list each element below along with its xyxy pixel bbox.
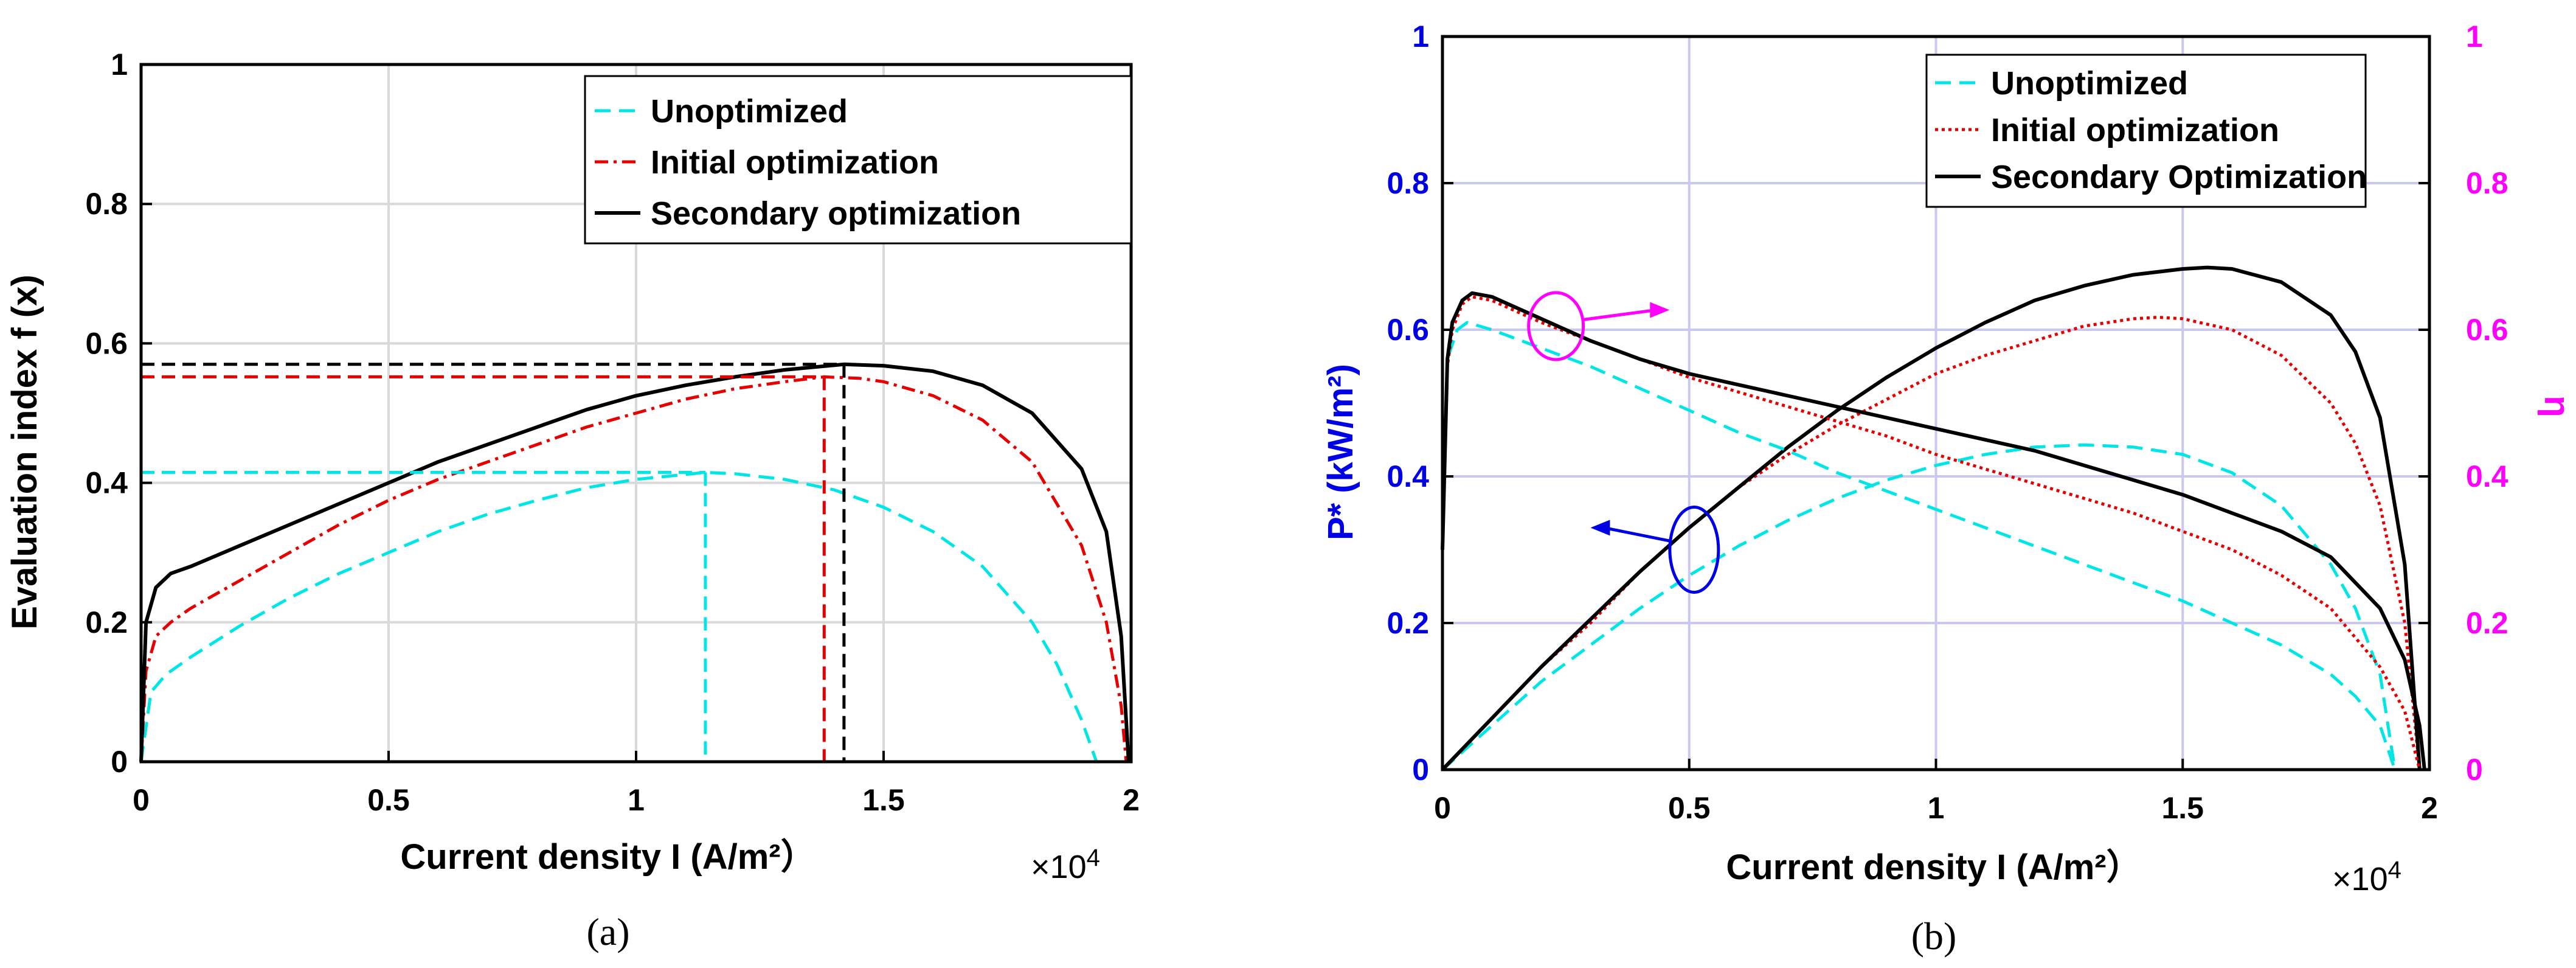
y-tick-label-b: 0.2 (1387, 606, 1429, 640)
panel-b: 0 0.5 1 1.5 20 00.2 0.20.4 0.40.6 0.60.8 0.81 1 P*… (1321, 19, 2576, 958)
panel-a: 0 0.5 1 1.5 2 0 0.2 0.4 0.6 0.8 1 Evaluation index… (5, 47, 1140, 953)
ticks-b: 0 0.5 1 1.5 20 00.2 0.20.4 0.40.6 0.60.8 0.81 1 (1387, 19, 2508, 825)
caption-a: (a) (586, 910, 629, 953)
x-tick-label-b: 0.5 (1668, 791, 1711, 825)
series-line-b-initial-efficiency (1441, 295, 2422, 770)
annotation-arrow-head-magenta (1650, 302, 1670, 318)
series-line-a-secondary (139, 362, 1130, 762)
series-line-b-secondary-power (1441, 265, 2422, 771)
y-right-tick-label-b: 1 (2466, 19, 2483, 54)
x-multiplier-base-a: ×10 (1031, 849, 1087, 885)
y-tick-label-b: 0.8 (1387, 166, 1429, 200)
x-multiplier-base-b: ×10 (2332, 861, 2388, 897)
legend-label-a-secondary: Secondary optimization (651, 195, 1021, 232)
legend-label-a-initial: Initial optimization (651, 144, 939, 181)
y-tick-label-b: 0 (1412, 753, 1429, 787)
x-tick-label-a: 1.5 (862, 783, 905, 817)
x-tick-label-b: 1.5 (2161, 791, 2204, 825)
x-multiplier-exp-a: 4 (1087, 844, 1100, 871)
legend-label-a-unoptimized: Unoptimized (651, 93, 848, 130)
x-tick-label-a: 0.5 (367, 783, 410, 817)
x-tick-label-b: 0 (1434, 791, 1451, 825)
y-tick-label-b: 1 (1412, 19, 1429, 54)
annotations-b (1527, 291, 1720, 594)
y-tick-label-a: 1 (111, 47, 128, 82)
y-right-tick-label-b: 0.2 (2466, 606, 2508, 640)
legend-label-b-unoptimized: Unoptimized (1991, 65, 2188, 102)
reference-lines-a (141, 363, 846, 762)
series-group-a (139, 362, 1130, 762)
x-tick-label-b: 1 (1928, 791, 1945, 825)
series-line-b-initial-power (1441, 316, 2422, 771)
x-tick-label-b: 2 (2421, 791, 2438, 825)
annotation-ellipse-magenta (1527, 291, 1585, 361)
series-line-a-unoptimized (139, 470, 1098, 762)
series-line-b-unoptimized-efficiency (1441, 321, 2397, 770)
legend-b: Unoptimized Initial optimization Secondary… (1925, 54, 2367, 208)
annotation-arrow-shaft-blue (1603, 526, 1671, 543)
annotation-arrow-head-blue (1590, 520, 1610, 536)
annotation-ellipse-blue (1668, 506, 1720, 594)
legend-box-b (1925, 54, 2367, 208)
caption-b: (b) (1911, 914, 1957, 958)
legend-a: Unoptimized Initial optimization Secondary… (584, 75, 1132, 245)
y-tick-label-a: 0.6 (85, 326, 128, 360)
x-axis-label-a: Current density I (A/m²） (400, 837, 815, 877)
y-right-tick-label-b: 0.4 (2466, 459, 2508, 493)
y-tick-label-a: 0.4 (85, 466, 128, 500)
series-line-b-unoptimized-power (1441, 443, 2397, 771)
y-axis-label-right-b: η (2537, 395, 2576, 417)
y-tick-label-b: 0.4 (1387, 459, 1429, 493)
annotation-arrow-shaft-magenta (1583, 308, 1657, 321)
y-right-tick-label-b: 0.6 (2466, 313, 2508, 347)
x-tick-label-a: 1 (628, 783, 645, 817)
y-tick-label-a: 0 (111, 745, 128, 779)
y-right-tick-label-b: 0 (2466, 753, 2483, 787)
x-multiplier-exp-b: 4 (2388, 857, 2401, 883)
y-tick-label-a: 0.8 (85, 187, 128, 221)
x-multiplier-b: ×104 (2332, 857, 2401, 897)
ticks-a: 0 0.5 1 1.5 2 0 0.2 0.4 0.6 0.8 1 (85, 47, 1139, 817)
x-tick-label-a: 2 (1123, 783, 1140, 817)
legend-label-b-secondary: Secondary Optimization (1991, 159, 2367, 195)
y-tick-label-b: 0.6 (1387, 313, 1429, 347)
x-tick-label-a: 0 (133, 783, 150, 817)
series-group-b (1441, 265, 2426, 771)
x-axis-label-b: Current density I (A/m²） (1726, 848, 2141, 887)
y-axis-label-b: P* (kW/m²) (1321, 364, 1360, 540)
y-axis-label-a: Evaluation index f (x) (5, 274, 44, 629)
legend-box-a (584, 75, 1132, 245)
y-tick-label-a: 0.2 (85, 605, 128, 639)
series-line-a-initial (139, 375, 1128, 762)
series-line-b-secondary-efficiency (1441, 291, 2426, 770)
x-multiplier-a: ×104 (1031, 844, 1100, 885)
y-right-tick-label-b: 0.8 (2466, 166, 2508, 200)
legend-label-b-initial: Initial optimization (1991, 112, 2279, 148)
